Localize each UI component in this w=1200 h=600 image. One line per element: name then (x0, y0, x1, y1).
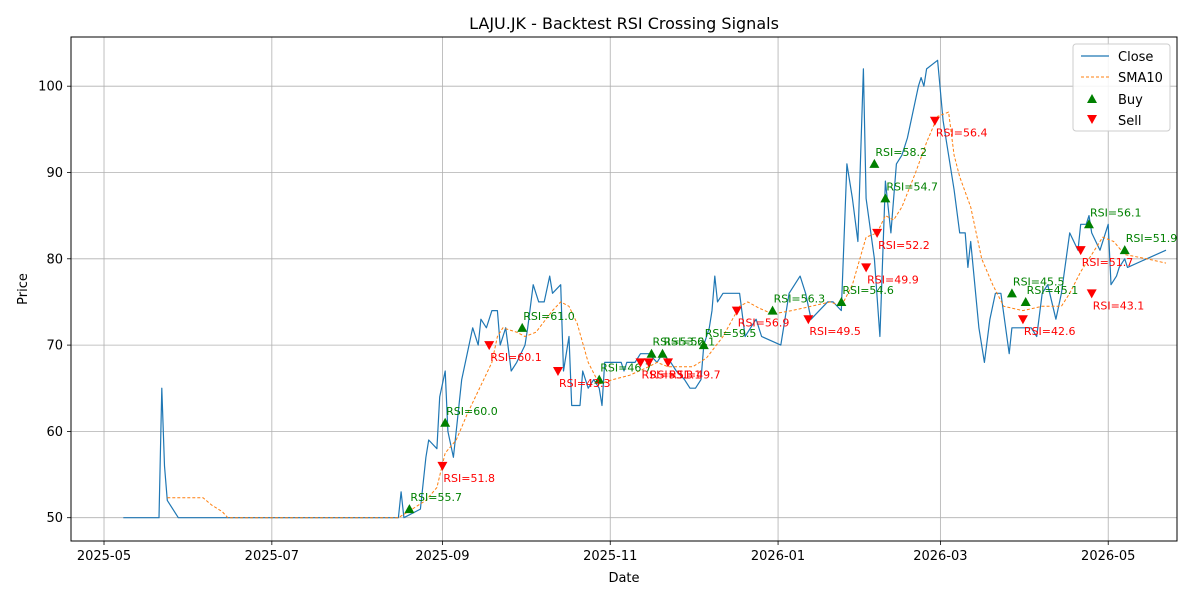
legend-sell-marker (1087, 115, 1097, 124)
sell-label: RSI=43.3 (559, 377, 611, 390)
buy-marker (646, 348, 657, 358)
sell-marker (803, 315, 814, 325)
x-axis: 2025-05 2025-07 2025-09 2025-11 2026-01 2026-… (77, 541, 1135, 564)
sell-label: RSI=51.8 (443, 472, 495, 485)
sell-label: RSI=42.6 (1024, 325, 1076, 338)
y-tick-label: 60 (46, 425, 63, 440)
buy-label: RSI=60.0 (446, 405, 498, 418)
y-tick-label: 50 (46, 511, 63, 526)
buy-marker (1083, 219, 1094, 229)
sell-marker (1075, 246, 1086, 256)
buy-marker (869, 158, 880, 168)
y-axis: 50 60 70 80 90 100 (38, 80, 71, 526)
y-tick-label: 80 (46, 252, 63, 267)
buy-marker (836, 296, 847, 306)
sell-marker (552, 366, 563, 376)
sell-label: RSI=56.4 (936, 127, 988, 140)
sell-marker (731, 306, 742, 316)
x-tick-label: 2026-03 (913, 549, 967, 564)
x-tick-label: 2025-09 (415, 549, 469, 564)
sell-label: RSI=56.9 (738, 317, 790, 330)
sell-marker (872, 228, 883, 238)
plot-area: RSI=55.7 RSI=60.0 RSI=61.0 RSI=46.7RSI=53.6… (123, 59, 1178, 519)
buy-label: RSI=53.6 (653, 336, 705, 349)
y-tick-label: 90 (46, 166, 63, 181)
legend-buy-marker (1087, 94, 1097, 103)
sell-label: RSI=51.7 (1082, 256, 1134, 269)
buy-label: RSI=54.7 (886, 180, 938, 193)
sell-marker (484, 341, 495, 351)
sell-label: RSI=49.5 (809, 325, 861, 338)
buy-label: RSI=45.5 (1013, 275, 1065, 288)
series-line-sma10 (167, 111, 1167, 519)
sell-label: RSI=49.7 (669, 368, 721, 381)
y-tick-label: 100 (38, 80, 63, 95)
buy-marker (657, 348, 668, 358)
legend-buy-label: Buy (1118, 93, 1143, 108)
buy-label: RSI=46.7 (600, 362, 652, 375)
buy-marker (1006, 288, 1017, 298)
plot-frame (70, 36, 1178, 542)
x-axis-label: Date (608, 571, 639, 586)
buy-marker (440, 417, 451, 427)
x-tick-label: 2026-01 (751, 549, 805, 564)
buy-label: RSI=54.6 (842, 284, 894, 297)
buy-marker (698, 340, 709, 350)
sell-marker (643, 358, 654, 368)
chart-title: LAJU.JK - Backtest RSI Crossing Signals (469, 14, 779, 33)
x-tick-label: 2026-05 (1081, 549, 1135, 564)
sell-label: RSI=53.3 (642, 368, 694, 381)
sell-marker (1017, 315, 1028, 325)
buy-label: RSI=56.3 (774, 293, 826, 306)
legend-sell-label: Sell (1118, 114, 1141, 129)
buy-label: RSI=61.0 (523, 310, 575, 323)
sell-marker (663, 358, 674, 368)
x-tick-label: 2025-07 (245, 549, 299, 564)
sell-marker (861, 263, 872, 273)
sell-label: RSI=49.9 (867, 273, 919, 286)
y-axis-label: Price (16, 273, 31, 305)
sell-label: RSI=52.2 (878, 239, 930, 252)
y-tick-label: 70 (46, 339, 63, 354)
buy-marker (404, 504, 415, 514)
sell-marker (929, 116, 940, 126)
buy-marker (594, 374, 605, 384)
buy-label: RSI=51.9 (1126, 232, 1178, 245)
buy-marker (1119, 245, 1130, 255)
x-tick-label: 2025-05 (77, 549, 131, 564)
sell-label: RSI=60.1 (490, 351, 542, 364)
sell-label: RSI=43.1 (1093, 299, 1145, 312)
grid (71, 37, 1177, 541)
buy-marker (1020, 296, 1031, 306)
buy-label: RSI=45.1 (1027, 284, 1079, 297)
buy-label: RSI=55.7 (410, 491, 462, 504)
buy-label: RSI=58.2 (875, 146, 927, 159)
legend-close-label: Close (1118, 50, 1153, 65)
legend: Close SMA10 Buy Sell (1072, 43, 1171, 132)
buy-marker (880, 193, 891, 203)
series-line-close (123, 59, 1167, 519)
buy-marker (517, 322, 528, 332)
legend-box (1072, 43, 1171, 132)
sell-marker (635, 358, 646, 368)
buy-marker (767, 305, 778, 315)
buy-label: RSI=59.5 (705, 327, 757, 340)
sell-label: RSI=51.1 (650, 368, 702, 381)
sell-marker (437, 461, 448, 471)
legend-sma-label: SMA10 (1118, 71, 1163, 86)
sell-marker (1086, 289, 1097, 299)
x-tick-label: 2025-11 (583, 549, 637, 564)
buy-label: RSI=56.1 (1090, 206, 1142, 219)
